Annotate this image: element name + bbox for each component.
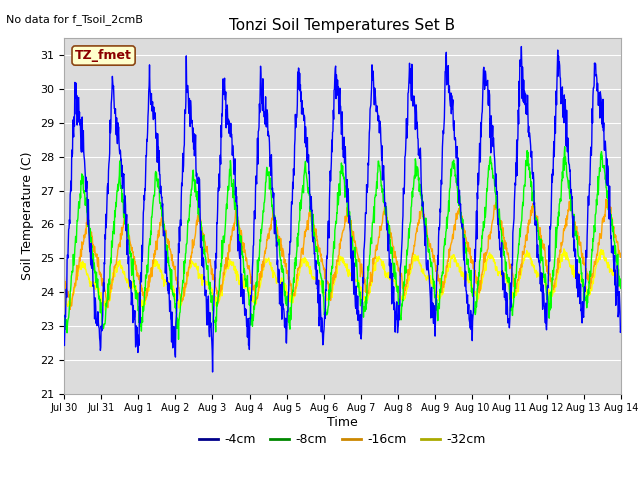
- Text: No data for f_Tsoil_2cmB: No data for f_Tsoil_2cmB: [6, 14, 143, 25]
- X-axis label: Time: Time: [327, 416, 358, 429]
- Y-axis label: Soil Temperature (C): Soil Temperature (C): [22, 152, 35, 280]
- Legend: -4cm, -8cm, -16cm, -32cm: -4cm, -8cm, -16cm, -32cm: [194, 428, 491, 451]
- Title: Tonzi Soil Temperatures Set B: Tonzi Soil Temperatures Set B: [229, 18, 456, 33]
- Text: TZ_fmet: TZ_fmet: [75, 49, 132, 62]
